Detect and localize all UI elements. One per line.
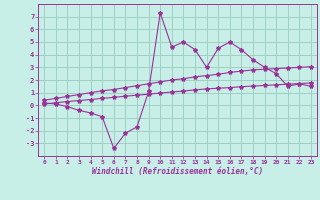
X-axis label: Windchill (Refroidissement éolien,°C): Windchill (Refroidissement éolien,°C)	[92, 167, 263, 176]
